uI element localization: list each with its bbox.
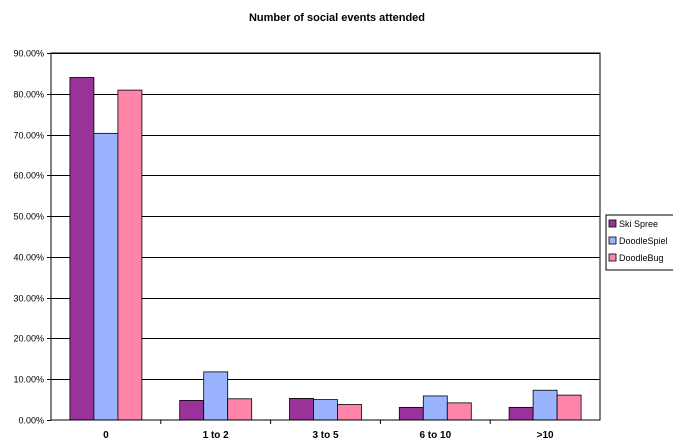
legend-swatch [608,236,617,245]
legend-label: DoodleSpiel [619,236,668,246]
bar-doodlespiel [532,389,558,421]
bar-doodlebug [337,404,362,421]
plot-area [50,52,601,421]
bar-doodlespiel [313,399,338,421]
y-tick-label: 80.00% [13,90,44,100]
y-tick-label: 30.00% [13,294,44,304]
bar-doodlebug [446,402,472,421]
y-tick-label: 90.00% [13,49,44,59]
bar-ski-spree [508,406,534,421]
legend-swatch [608,219,617,228]
chart-title: Number of social events attended [249,12,425,24]
x-tick-label: 1 to 2 [203,430,230,441]
bars [69,77,582,421]
bar-doodlebug [227,398,253,421]
x-axis-tick-labels: 0 1 to 2 3 to 5 6 to 10 >10 [103,430,554,441]
y-tick-label: 0.00% [18,416,44,426]
x-tick-label: 3 to 5 [312,430,339,441]
bar-doodlebug [556,394,582,421]
legend-swatch [608,253,617,262]
y-axis-tick-labels: 0.00% 10.00% 20.00% 30.00% 40.00% 50.00% 60.00… [13,49,44,426]
bar-doodlespiel [93,132,119,421]
x-tick-label: 6 to 10 [419,430,451,441]
bar-ski-spree [398,406,424,421]
y-tick-label: 10.00% [13,375,44,385]
bar-doodlespiel [422,395,448,421]
y-tick-label: 70.00% [13,131,44,141]
bar-ski-spree [69,77,95,421]
x-tick-label: >10 [537,430,554,441]
y-tick-label: 60.00% [13,171,44,181]
y-tick-label: 50.00% [13,212,44,222]
axes [47,52,601,424]
y-tick-label: 40.00% [13,253,44,263]
x-tick-label: 0 [103,430,109,441]
bar-ski-spree [289,397,314,421]
bar-doodlespiel [203,371,229,421]
legend: Ski Spree DoodleSpiel DoodleBug [605,214,673,271]
y-tick-label: 20.00% [13,334,44,344]
bar-doodlebug [117,89,143,421]
bar-ski-spree [179,400,205,421]
legend-label: DoodleBug [619,253,664,263]
legend-label: Ski Spree [619,219,658,229]
legend-box [605,214,673,271]
